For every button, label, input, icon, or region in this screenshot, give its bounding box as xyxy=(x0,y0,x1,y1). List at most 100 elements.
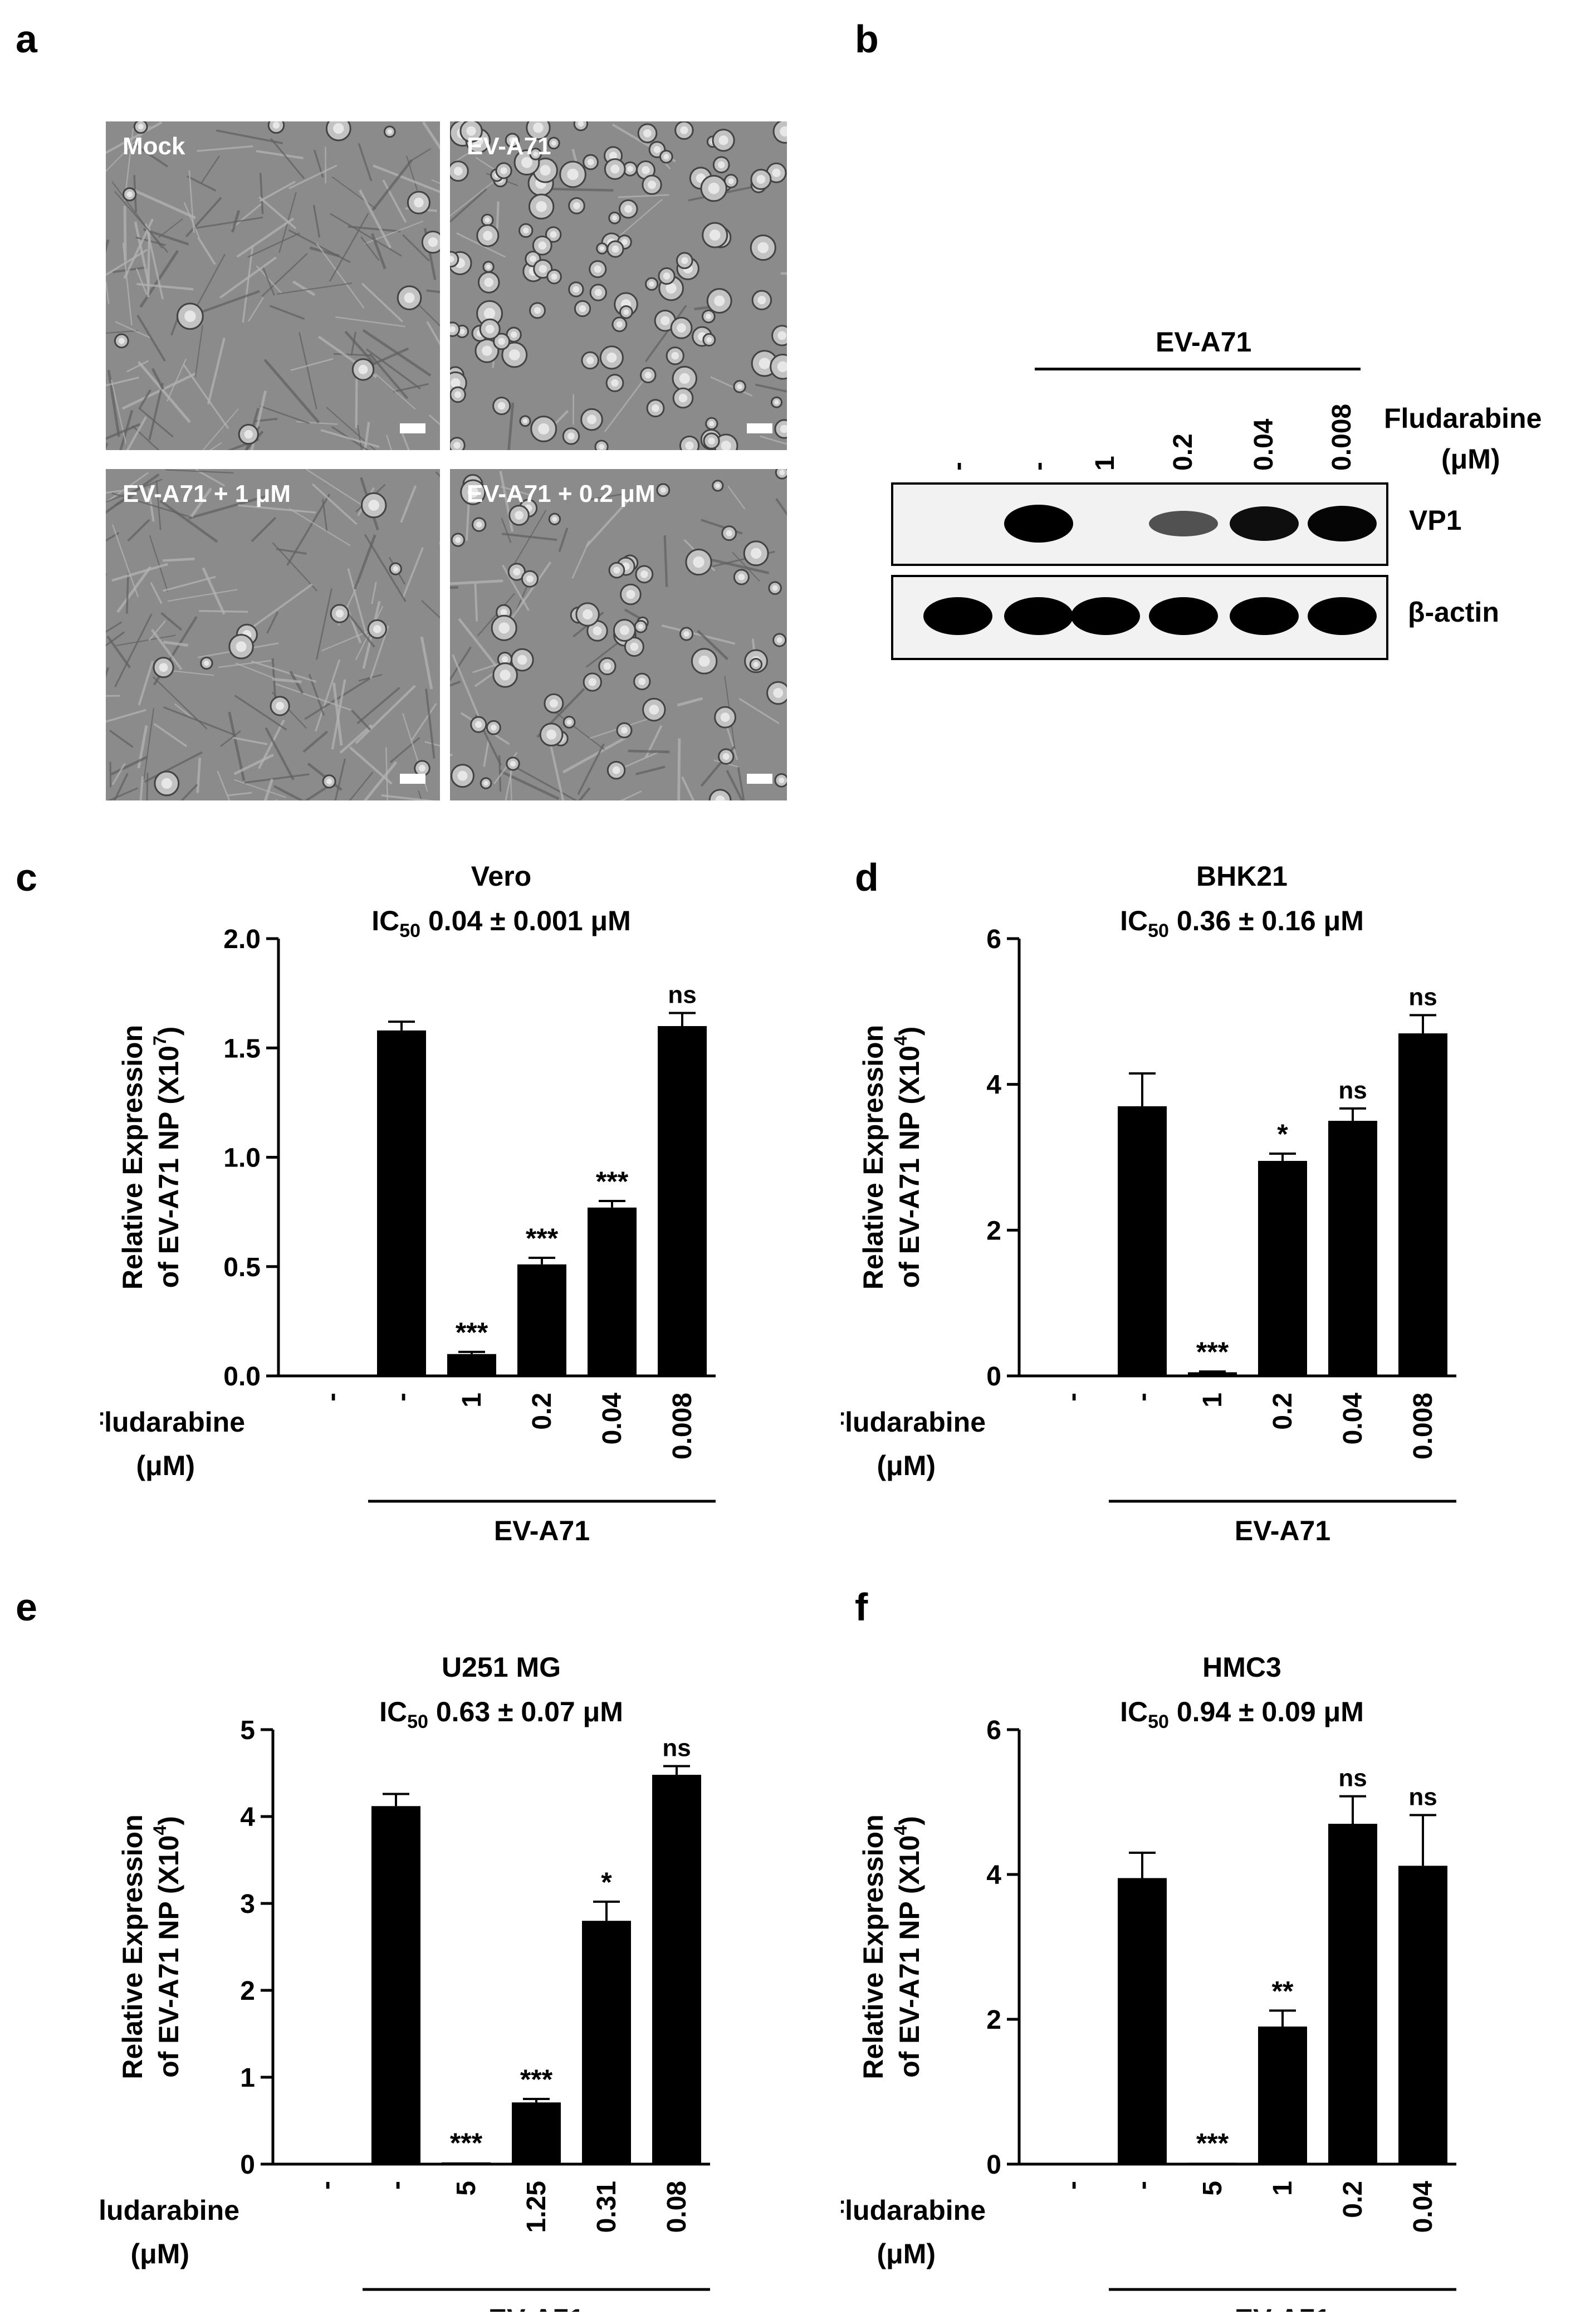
bar-chart-hmc3: HMC3 IC50 0.94 ± 0.09 μM 0 2 4 6 Relative Expr… xyxy=(841,1652,1456,2312)
y-tick-label: 3 xyxy=(240,1890,255,1919)
y-axis-label: of EV-A71 NP (X104) xyxy=(150,1816,184,2078)
significance-label: *** xyxy=(450,2127,483,2159)
y-tick-label: 4 xyxy=(240,1803,255,1832)
significance-label: *** xyxy=(520,2064,553,2095)
x-tick-label: 0.04 xyxy=(1408,2181,1438,2233)
panel-d-label: d xyxy=(855,856,879,899)
wb-lane-label: 0.2 xyxy=(1168,433,1198,471)
significance-label: * xyxy=(601,1867,612,1898)
significance-label: *** xyxy=(1196,2127,1229,2159)
x-axis-label: Fludarabine xyxy=(841,1407,986,1438)
wb-lane-label: 0.04 xyxy=(1249,418,1279,471)
x-axis-label: Fludarabine xyxy=(100,1407,245,1438)
y-tick-label: 0.5 xyxy=(223,1253,261,1282)
y-tick-label: 0 xyxy=(986,1362,1001,1392)
wb-treatment-label: Fludarabine xyxy=(1384,403,1542,434)
chart-subtitle: IC50 0.36 ± 0.16 μM xyxy=(1120,905,1364,941)
bar xyxy=(447,1354,496,1376)
wb-blot-vp1 xyxy=(891,482,1388,566)
x-tick-label: 0.04 xyxy=(1338,1393,1368,1445)
x-tick-label: 1 xyxy=(457,1393,487,1408)
bar xyxy=(371,1806,420,2164)
x-tick-label: 1 xyxy=(1198,1393,1227,1408)
chart-subtitle: IC50 0.94 ± 0.09 μM xyxy=(1120,1696,1364,1732)
bar xyxy=(1188,2162,1237,2164)
x-tick-label: - xyxy=(311,2181,341,2190)
wb-band xyxy=(1308,597,1377,635)
bar xyxy=(588,1207,637,1376)
chart-title: BHK21 xyxy=(1196,861,1288,892)
wb-band xyxy=(923,597,992,635)
x-axis-unit: (μM) xyxy=(130,2238,189,2269)
panel-a-label: a xyxy=(16,17,37,61)
y-tick-label: 2 xyxy=(240,1976,255,2006)
y-axis-label: Relative Expression xyxy=(858,1025,889,1290)
bar-chart-u251mg: U251 MG IC50 0.63 ± 0.07 μM 0 1 2 3 4 5 Relative… xyxy=(100,1652,710,2312)
wb-bands xyxy=(923,597,1377,635)
x-tick-label: 0.04 xyxy=(598,1393,627,1445)
wb-band xyxy=(1071,597,1140,635)
x-tick-label: 0.008 xyxy=(668,1393,697,1459)
group-label: EV-A71 xyxy=(494,1515,590,1546)
wb-label-vp1: VP1 xyxy=(1409,505,1462,536)
y-tick-label: 0 xyxy=(986,2150,1001,2180)
x-tick-label: 0.008 xyxy=(1408,1393,1438,1459)
micrograph-texture xyxy=(450,121,787,450)
panel-e-label: e xyxy=(16,1585,37,1629)
chart-title: Vero xyxy=(471,861,531,892)
chart-title: U251 MG xyxy=(442,1652,561,1683)
significance-label: *** xyxy=(1196,1336,1229,1368)
x-tick-label: 0.2 xyxy=(1338,2181,1368,2218)
significance-label: *** xyxy=(526,1223,559,1254)
micrograph-label: EV-A71 xyxy=(467,133,551,160)
wb-lane-label: 0.008 xyxy=(1327,403,1357,471)
significance-label: ns xyxy=(1408,1783,1437,1810)
x-tick-label: 0.31 xyxy=(592,2181,622,2233)
wb-band xyxy=(1004,505,1073,543)
micrograph-label: EV-A71 + 0.2 μM xyxy=(467,480,655,507)
bar-chart-vero: Vero IC50 0.04 ± 0.001 μM 0.0 0.5 1.0 1.5 2.0 R… xyxy=(100,861,716,1546)
micrograph-label: EV-A71 + 1 μM xyxy=(123,480,291,507)
y-tick-label: 4 xyxy=(986,1071,1001,1100)
x-tick-label: - xyxy=(1058,2181,1087,2190)
y-tick-label: 1.0 xyxy=(223,1144,261,1173)
significance-label: ns xyxy=(668,981,696,1008)
x-tick-label: 0.2 xyxy=(1268,1393,1298,1430)
bar xyxy=(1328,1824,1377,2164)
x-tick-label: 0.08 xyxy=(662,2181,692,2233)
bar xyxy=(1118,1878,1167,2164)
panel-b-label: b xyxy=(855,17,879,61)
x-tick-label: - xyxy=(381,2181,411,2190)
bar xyxy=(1118,1106,1167,1376)
x-tick-label: - xyxy=(317,1393,346,1402)
bar-chart-bhk21: BHK21 IC50 0.36 ± 0.16 μM 0 2 4 6 Relative Exp… xyxy=(841,861,1456,1546)
y-axis-label: of EV-A71 NP (X107) xyxy=(150,1027,184,1288)
y-tick-label: 1.5 xyxy=(223,1034,261,1063)
micrograph-ev-a71: EV-A71 xyxy=(450,121,787,450)
x-tick-label: - xyxy=(387,1393,417,1402)
y-tick-label: 5 xyxy=(240,1716,255,1745)
chart-subtitle: IC50 0.63 ± 0.07 μM xyxy=(379,1696,623,1732)
y-tick-label: 1 xyxy=(240,2063,255,2093)
wb-lane-label: 1 xyxy=(1090,456,1120,471)
scale-bar xyxy=(747,423,772,433)
bar xyxy=(1328,1121,1377,1376)
wb-band xyxy=(1149,597,1218,635)
bar xyxy=(377,1030,426,1376)
y-tick-label: 2.0 xyxy=(223,925,261,954)
bar xyxy=(517,1264,566,1376)
x-tick-label: 5 xyxy=(1198,2181,1227,2196)
y-tick-label: 4 xyxy=(986,1861,1001,1890)
micrograph-ev-a71-1um: EV-A71 + 1 μM xyxy=(106,469,440,800)
wb-band xyxy=(1230,597,1299,635)
bar xyxy=(652,1775,701,2164)
micrograph-texture xyxy=(450,469,787,800)
bar xyxy=(582,1921,631,2164)
wb-label-actin: β-actin xyxy=(1408,597,1499,628)
wb-band xyxy=(1308,506,1377,541)
y-tick-label: 0.0 xyxy=(223,1362,261,1392)
scale-bar xyxy=(400,423,425,433)
x-axis-label: Fludarabine xyxy=(100,2195,239,2226)
y-tick-label: 2 xyxy=(986,2005,1001,2035)
chart-subtitle: IC50 0.04 ± 0.001 μM xyxy=(371,905,631,941)
